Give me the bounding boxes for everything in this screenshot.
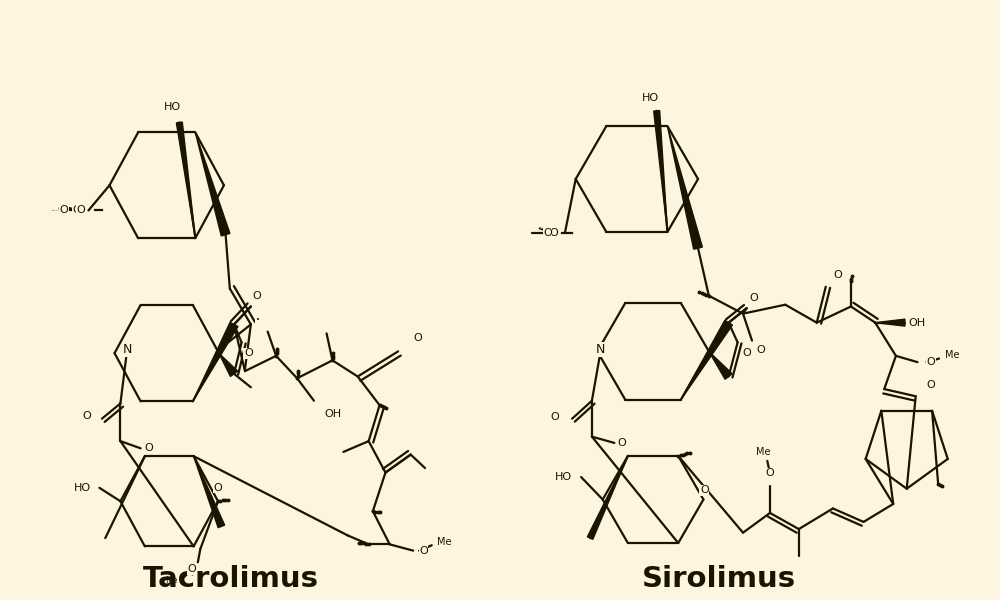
Text: Me: Me bbox=[437, 536, 451, 547]
Polygon shape bbox=[193, 322, 238, 401]
Text: O: O bbox=[749, 293, 758, 302]
Polygon shape bbox=[195, 133, 230, 236]
Text: O: O bbox=[551, 412, 560, 422]
Text: O: O bbox=[550, 228, 558, 238]
Text: O: O bbox=[700, 485, 709, 496]
Text: HO: HO bbox=[555, 472, 572, 482]
Text: O: O bbox=[413, 333, 422, 343]
Polygon shape bbox=[176, 122, 195, 238]
Text: O: O bbox=[144, 443, 153, 454]
Polygon shape bbox=[219, 353, 238, 376]
Text: methoxy_placeholder: methoxy_placeholder bbox=[534, 227, 550, 229]
Text: O: O bbox=[926, 380, 935, 391]
Text: N: N bbox=[122, 343, 132, 356]
Polygon shape bbox=[681, 320, 732, 400]
Text: Me: Me bbox=[756, 447, 770, 457]
Polygon shape bbox=[654, 110, 667, 232]
Text: HO: HO bbox=[164, 102, 181, 112]
Polygon shape bbox=[587, 456, 628, 539]
Polygon shape bbox=[194, 456, 225, 527]
Text: N: N bbox=[596, 343, 606, 356]
Polygon shape bbox=[667, 126, 702, 249]
Text: O: O bbox=[742, 348, 751, 358]
Text: •: • bbox=[256, 317, 260, 323]
Text: Sirolimus: Sirolimus bbox=[642, 565, 796, 593]
Text: methyl_tac: methyl_tac bbox=[53, 209, 61, 211]
Text: methoxy: methoxy bbox=[65, 201, 71, 202]
Text: O: O bbox=[252, 291, 261, 301]
Polygon shape bbox=[709, 352, 732, 379]
Text: HO: HO bbox=[642, 93, 659, 103]
Text: Tacrolimus: Tacrolimus bbox=[143, 565, 319, 593]
Text: O: O bbox=[766, 469, 774, 478]
Text: O: O bbox=[82, 411, 91, 421]
Text: O: O bbox=[926, 357, 935, 367]
Polygon shape bbox=[875, 319, 905, 326]
Text: Me: Me bbox=[945, 350, 960, 360]
Text: O: O bbox=[72, 205, 81, 215]
Text: methoxy: methoxy bbox=[52, 210, 58, 211]
Text: O: O bbox=[834, 270, 843, 280]
Text: O: O bbox=[76, 205, 85, 215]
Text: O: O bbox=[188, 565, 196, 574]
Text: OH: OH bbox=[324, 409, 341, 419]
Text: OH: OH bbox=[909, 317, 926, 328]
Text: O: O bbox=[419, 545, 428, 556]
Text: Me: Me bbox=[165, 576, 178, 585]
Text: O: O bbox=[244, 348, 253, 358]
Text: O: O bbox=[58, 205, 67, 215]
Text: O: O bbox=[617, 438, 626, 448]
Text: HO: HO bbox=[74, 483, 91, 493]
Text: O: O bbox=[60, 205, 68, 215]
Text: O: O bbox=[757, 344, 765, 355]
Text: O: O bbox=[543, 228, 552, 238]
Text: O: O bbox=[214, 483, 222, 493]
